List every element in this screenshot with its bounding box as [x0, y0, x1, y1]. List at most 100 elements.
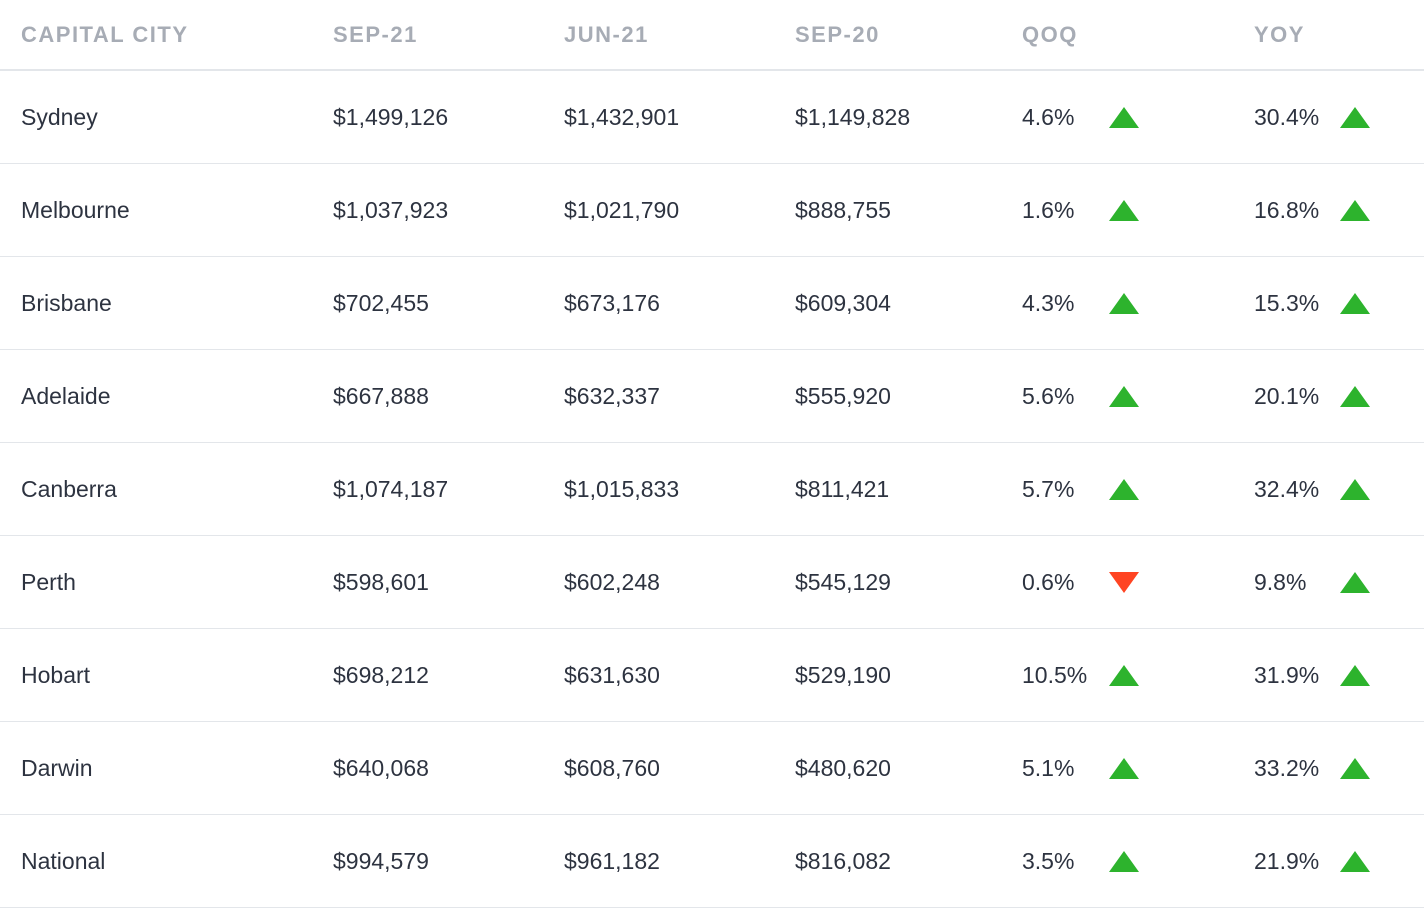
yoy-trend-indicator	[1340, 350, 1370, 442]
sep-21-value: $702,455	[333, 289, 429, 316]
table-row: Sydney $1,499,126 $1,432,901 $1,149,828 4.6%…	[0, 71, 1424, 164]
yoy-trend-indicator	[1340, 722, 1370, 814]
jun-21-value: $608,760	[564, 754, 660, 781]
city-cell: Hobart	[21, 661, 91, 688]
city-cell: National	[21, 847, 106, 874]
yoy-value: 33.2%	[1254, 754, 1320, 781]
triangle-up-icon	[1109, 850, 1139, 872]
jun-21-value: $631,630	[564, 661, 660, 688]
city-cell: Brisbane	[21, 289, 112, 316]
triangle-up-icon	[1340, 757, 1370, 779]
qoq-trend-indicator	[1109, 815, 1139, 907]
yoy-value: 32.4%	[1254, 475, 1320, 502]
sep-21-value: $598,601	[333, 568, 429, 595]
header-capital-city: CAPITAL CITY	[21, 21, 189, 47]
sep-21-value: $640,068	[333, 754, 429, 781]
jun-21-value: $1,432,901	[564, 103, 680, 130]
sep-20-value: $480,620	[795, 754, 891, 781]
header-sep-20: SEP-20	[795, 21, 880, 47]
triangle-up-icon	[1340, 106, 1370, 128]
qoq-value: 1.6%	[1022, 196, 1075, 223]
city-cell: Perth	[21, 568, 76, 595]
yoy-trend-indicator	[1340, 443, 1370, 535]
city-cell: Adelaide	[21, 382, 111, 409]
yoy-trend-indicator	[1340, 164, 1370, 256]
sep-21-value: $698,212	[333, 661, 429, 688]
jun-21-value: $1,021,790	[564, 196, 680, 223]
sep-21-value: $1,499,126	[333, 103, 449, 130]
sep-20-value: $816,082	[795, 847, 891, 874]
yoy-value: 21.9%	[1254, 847, 1320, 874]
yoy-trend-indicator	[1340, 815, 1370, 907]
yoy-value: 31.9%	[1254, 661, 1320, 688]
triangle-up-icon	[1109, 106, 1139, 128]
qoq-trend-indicator	[1109, 722, 1139, 814]
sep-20-value: $545,129	[795, 568, 891, 595]
sep-21-value: $667,888	[333, 382, 429, 409]
sep-21-value: $1,074,187	[333, 475, 449, 502]
table-header-row: CAPITAL CITY SEP-21 JUN-21 SEP-20 QOQ YO…	[0, 0, 1424, 71]
jun-21-value: $632,337	[564, 382, 660, 409]
qoq-value: 4.6%	[1022, 103, 1075, 130]
yoy-value: 30.4%	[1254, 103, 1320, 130]
sep-21-value: $1,037,923	[333, 196, 449, 223]
qoq-trend-indicator	[1109, 164, 1139, 256]
yoy-trend-indicator	[1340, 536, 1370, 628]
table-row: Canberra $1,074,187 $1,015,833 $811,421 5.7%…	[0, 443, 1424, 536]
city-cell: Melbourne	[21, 196, 130, 223]
table-row: Hobart $698,212 $631,630 $529,190 10.5% 31.9%	[0, 629, 1424, 722]
sep-20-value: $888,755	[795, 196, 891, 223]
sep-21-value: $994,579	[333, 847, 429, 874]
jun-21-value: $673,176	[564, 289, 660, 316]
qoq-trend-indicator	[1109, 629, 1139, 721]
city-cell: Sydney	[21, 103, 98, 130]
triangle-up-icon	[1109, 664, 1139, 686]
table-row: Brisbane $702,455 $673,176 $609,304 4.3% 15.3…	[0, 257, 1424, 350]
yoy-trend-indicator	[1340, 629, 1370, 721]
triangle-up-icon	[1109, 385, 1139, 407]
yoy-value: 16.8%	[1254, 196, 1320, 223]
yoy-trend-indicator	[1340, 71, 1370, 163]
sep-20-value: $529,190	[795, 661, 891, 688]
triangle-up-icon	[1109, 757, 1139, 779]
jun-21-value: $961,182	[564, 847, 660, 874]
qoq-value: 5.1%	[1022, 754, 1075, 781]
qoq-trend-indicator	[1109, 350, 1139, 442]
triangle-down-icon	[1109, 571, 1139, 593]
jun-21-value: $602,248	[564, 568, 660, 595]
qoq-value: 5.6%	[1022, 382, 1075, 409]
header-qoq: QOQ	[1022, 21, 1078, 47]
qoq-value: 0.6%	[1022, 568, 1075, 595]
sep-20-value: $609,304	[795, 289, 891, 316]
qoq-trend-indicator	[1109, 257, 1139, 349]
sep-20-value: $1,149,828	[795, 103, 911, 130]
triangle-up-icon	[1340, 850, 1370, 872]
triangle-up-icon	[1109, 292, 1139, 314]
yoy-value: 9.8%	[1254, 568, 1307, 595]
triangle-up-icon	[1340, 199, 1370, 221]
yoy-value: 20.1%	[1254, 382, 1320, 409]
triangle-up-icon	[1340, 385, 1370, 407]
triangle-up-icon	[1109, 478, 1139, 500]
header-yoy: YOY	[1254, 21, 1305, 47]
sep-20-value: $811,421	[795, 475, 890, 502]
qoq-value: 10.5%	[1022, 661, 1088, 688]
yoy-value: 15.3%	[1254, 289, 1320, 316]
qoq-value: 5.7%	[1022, 475, 1075, 502]
qoq-value: 4.3%	[1022, 289, 1075, 316]
sep-20-value: $555,920	[795, 382, 891, 409]
qoq-trend-indicator	[1109, 536, 1139, 628]
city-cell: Darwin	[21, 754, 93, 781]
table-row: Melbourne $1,037,923 $1,021,790 $888,755 1.6…	[0, 164, 1424, 257]
triangle-up-icon	[1340, 478, 1370, 500]
city-cell: Canberra	[21, 475, 117, 502]
table-row: Darwin $640,068 $608,760 $480,620 5.1% 33.2%	[0, 722, 1424, 815]
table-row: National $994,579 $961,182 $816,082 3.5% 21.9…	[0, 815, 1424, 908]
triangle-up-icon	[1340, 292, 1370, 314]
qoq-trend-indicator	[1109, 443, 1139, 535]
table-body: Sydney $1,499,126 $1,432,901 $1,149,828 4.6%…	[0, 71, 1424, 908]
qoq-trend-indicator	[1109, 71, 1139, 163]
yoy-trend-indicator	[1340, 257, 1370, 349]
jun-21-value: $1,015,833	[564, 475, 680, 502]
